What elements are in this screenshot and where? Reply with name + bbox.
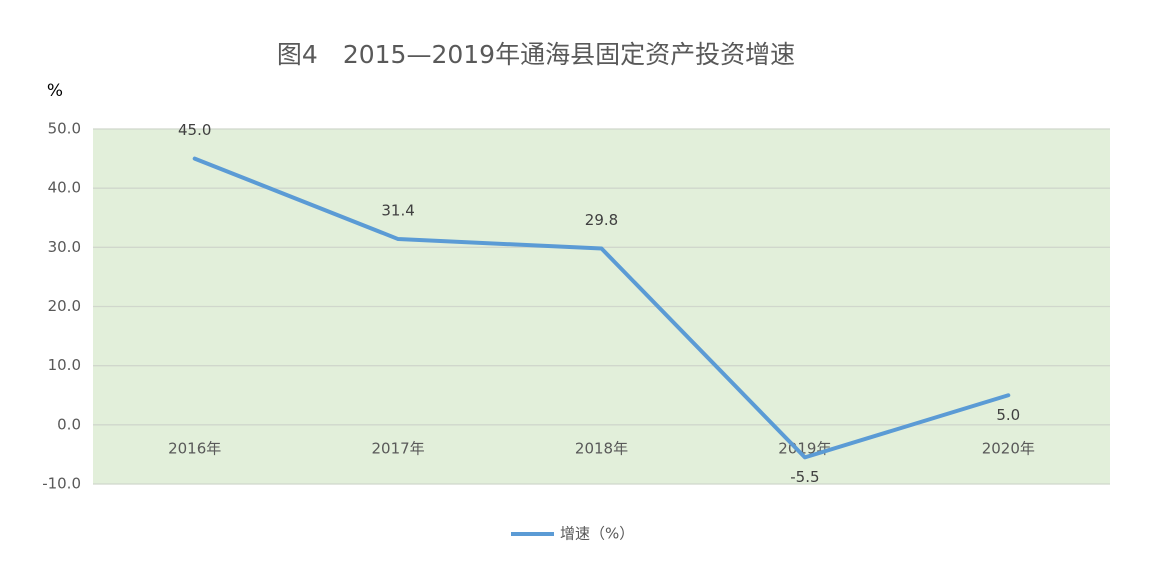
y-axis-label: % <box>47 81 63 101</box>
y-tick-label: 50.0 <box>48 120 81 138</box>
x-tick-label: 2020年 <box>982 439 1035 457</box>
data-label: 5.0 <box>996 406 1020 424</box>
x-tick-label: 2018年 <box>575 439 628 457</box>
chart-title: 图4 2015—2019年通海县固定资产投资增速 <box>277 40 795 69</box>
legend-label: 增速（%） <box>560 525 634 543</box>
x-tick-label: 2017年 <box>372 439 425 457</box>
y-tick-label: 10.0 <box>48 356 81 374</box>
y-tick-label: -10.0 <box>42 475 81 493</box>
y-tick-label: 40.0 <box>48 179 81 197</box>
x-tick-label: 2016年 <box>168 439 221 457</box>
y-tick-label: 30.0 <box>48 238 81 256</box>
y-tick-label: 0.0 <box>57 415 81 433</box>
data-label: -5.5 <box>790 468 819 486</box>
data-label: 31.4 <box>381 202 414 220</box>
data-line <box>192 156 1011 460</box>
y-tick-label: 20.0 <box>48 297 81 315</box>
data-label: 29.8 <box>585 211 618 229</box>
data-label: 45.0 <box>178 121 211 139</box>
